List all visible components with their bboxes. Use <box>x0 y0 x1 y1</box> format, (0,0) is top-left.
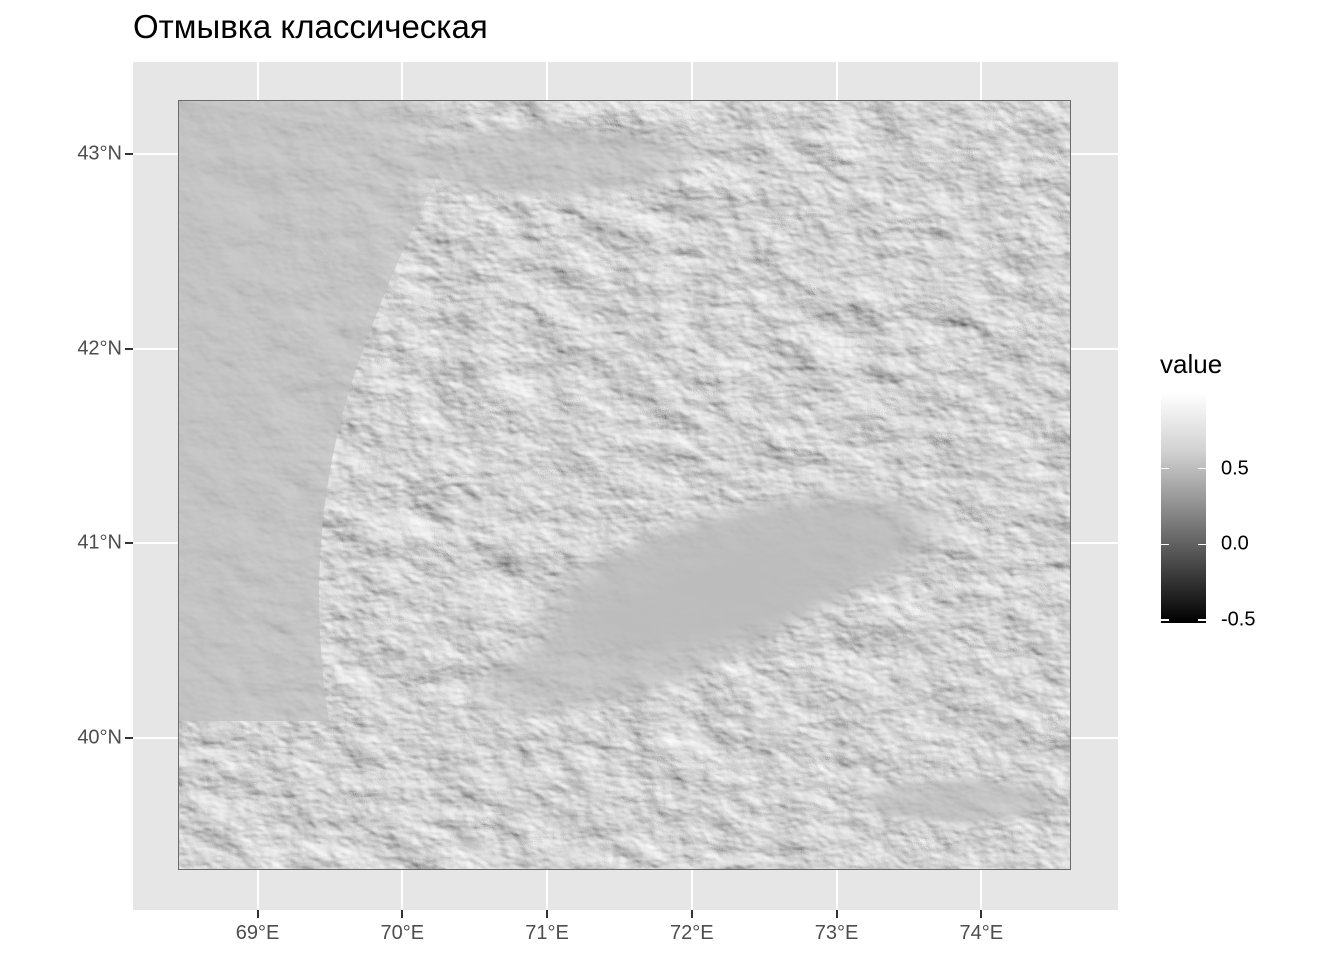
y-tick-mark <box>125 736 133 739</box>
legend-title: value <box>1160 349 1223 379</box>
y-tick-mark <box>125 347 133 350</box>
y-tick-label: 40°N <box>77 726 122 749</box>
x-tick-label: 71°E <box>525 922 569 944</box>
x-tick-mark <box>835 910 838 918</box>
x-tick-mark <box>546 910 549 918</box>
legend-tick-mark <box>1198 619 1206 621</box>
plot-panel <box>133 62 1118 910</box>
western-plain <box>179 101 479 721</box>
x-tick-mark <box>401 910 404 918</box>
legend-tick-label: 0.5 <box>1221 457 1249 480</box>
southern-valley <box>849 776 1069 826</box>
legend-tick-mark <box>1198 467 1206 470</box>
hillshade-image <box>179 101 1070 869</box>
y-tick-label: 41°N <box>77 531 122 554</box>
northern-basin <box>389 121 709 201</box>
x-tick-mark <box>690 910 693 918</box>
x-tick-label: 70°E <box>380 922 425 944</box>
legend-tick-mark <box>1161 467 1169 470</box>
y-tick-label: 43°N <box>77 142 122 165</box>
y-tick-label: 42°N <box>77 337 122 360</box>
x-tick-label: 74°E <box>959 922 1004 944</box>
legend-tick-label: 0.0 <box>1221 532 1249 555</box>
valley-floor <box>458 560 840 722</box>
legend-tick-mark <box>1161 619 1169 621</box>
x-tick-mark <box>980 910 983 918</box>
legend-tick-mark <box>1161 543 1169 546</box>
x-tick-label: 72°E <box>670 922 714 944</box>
legend-colorbar <box>1161 393 1206 623</box>
y-tick-mark <box>125 153 133 156</box>
chart-title: Отмывка классическая <box>133 8 488 45</box>
x-tick-label: 69°E <box>235 922 280 944</box>
x-tick-label: 73°E <box>814 922 859 944</box>
y-tick-mark <box>125 542 133 545</box>
x-tick-mark <box>256 910 259 918</box>
legend-tick-label: -0.5 <box>1221 608 1256 631</box>
legend-tick-mark <box>1198 543 1206 546</box>
hillshade-raster <box>178 100 1071 870</box>
